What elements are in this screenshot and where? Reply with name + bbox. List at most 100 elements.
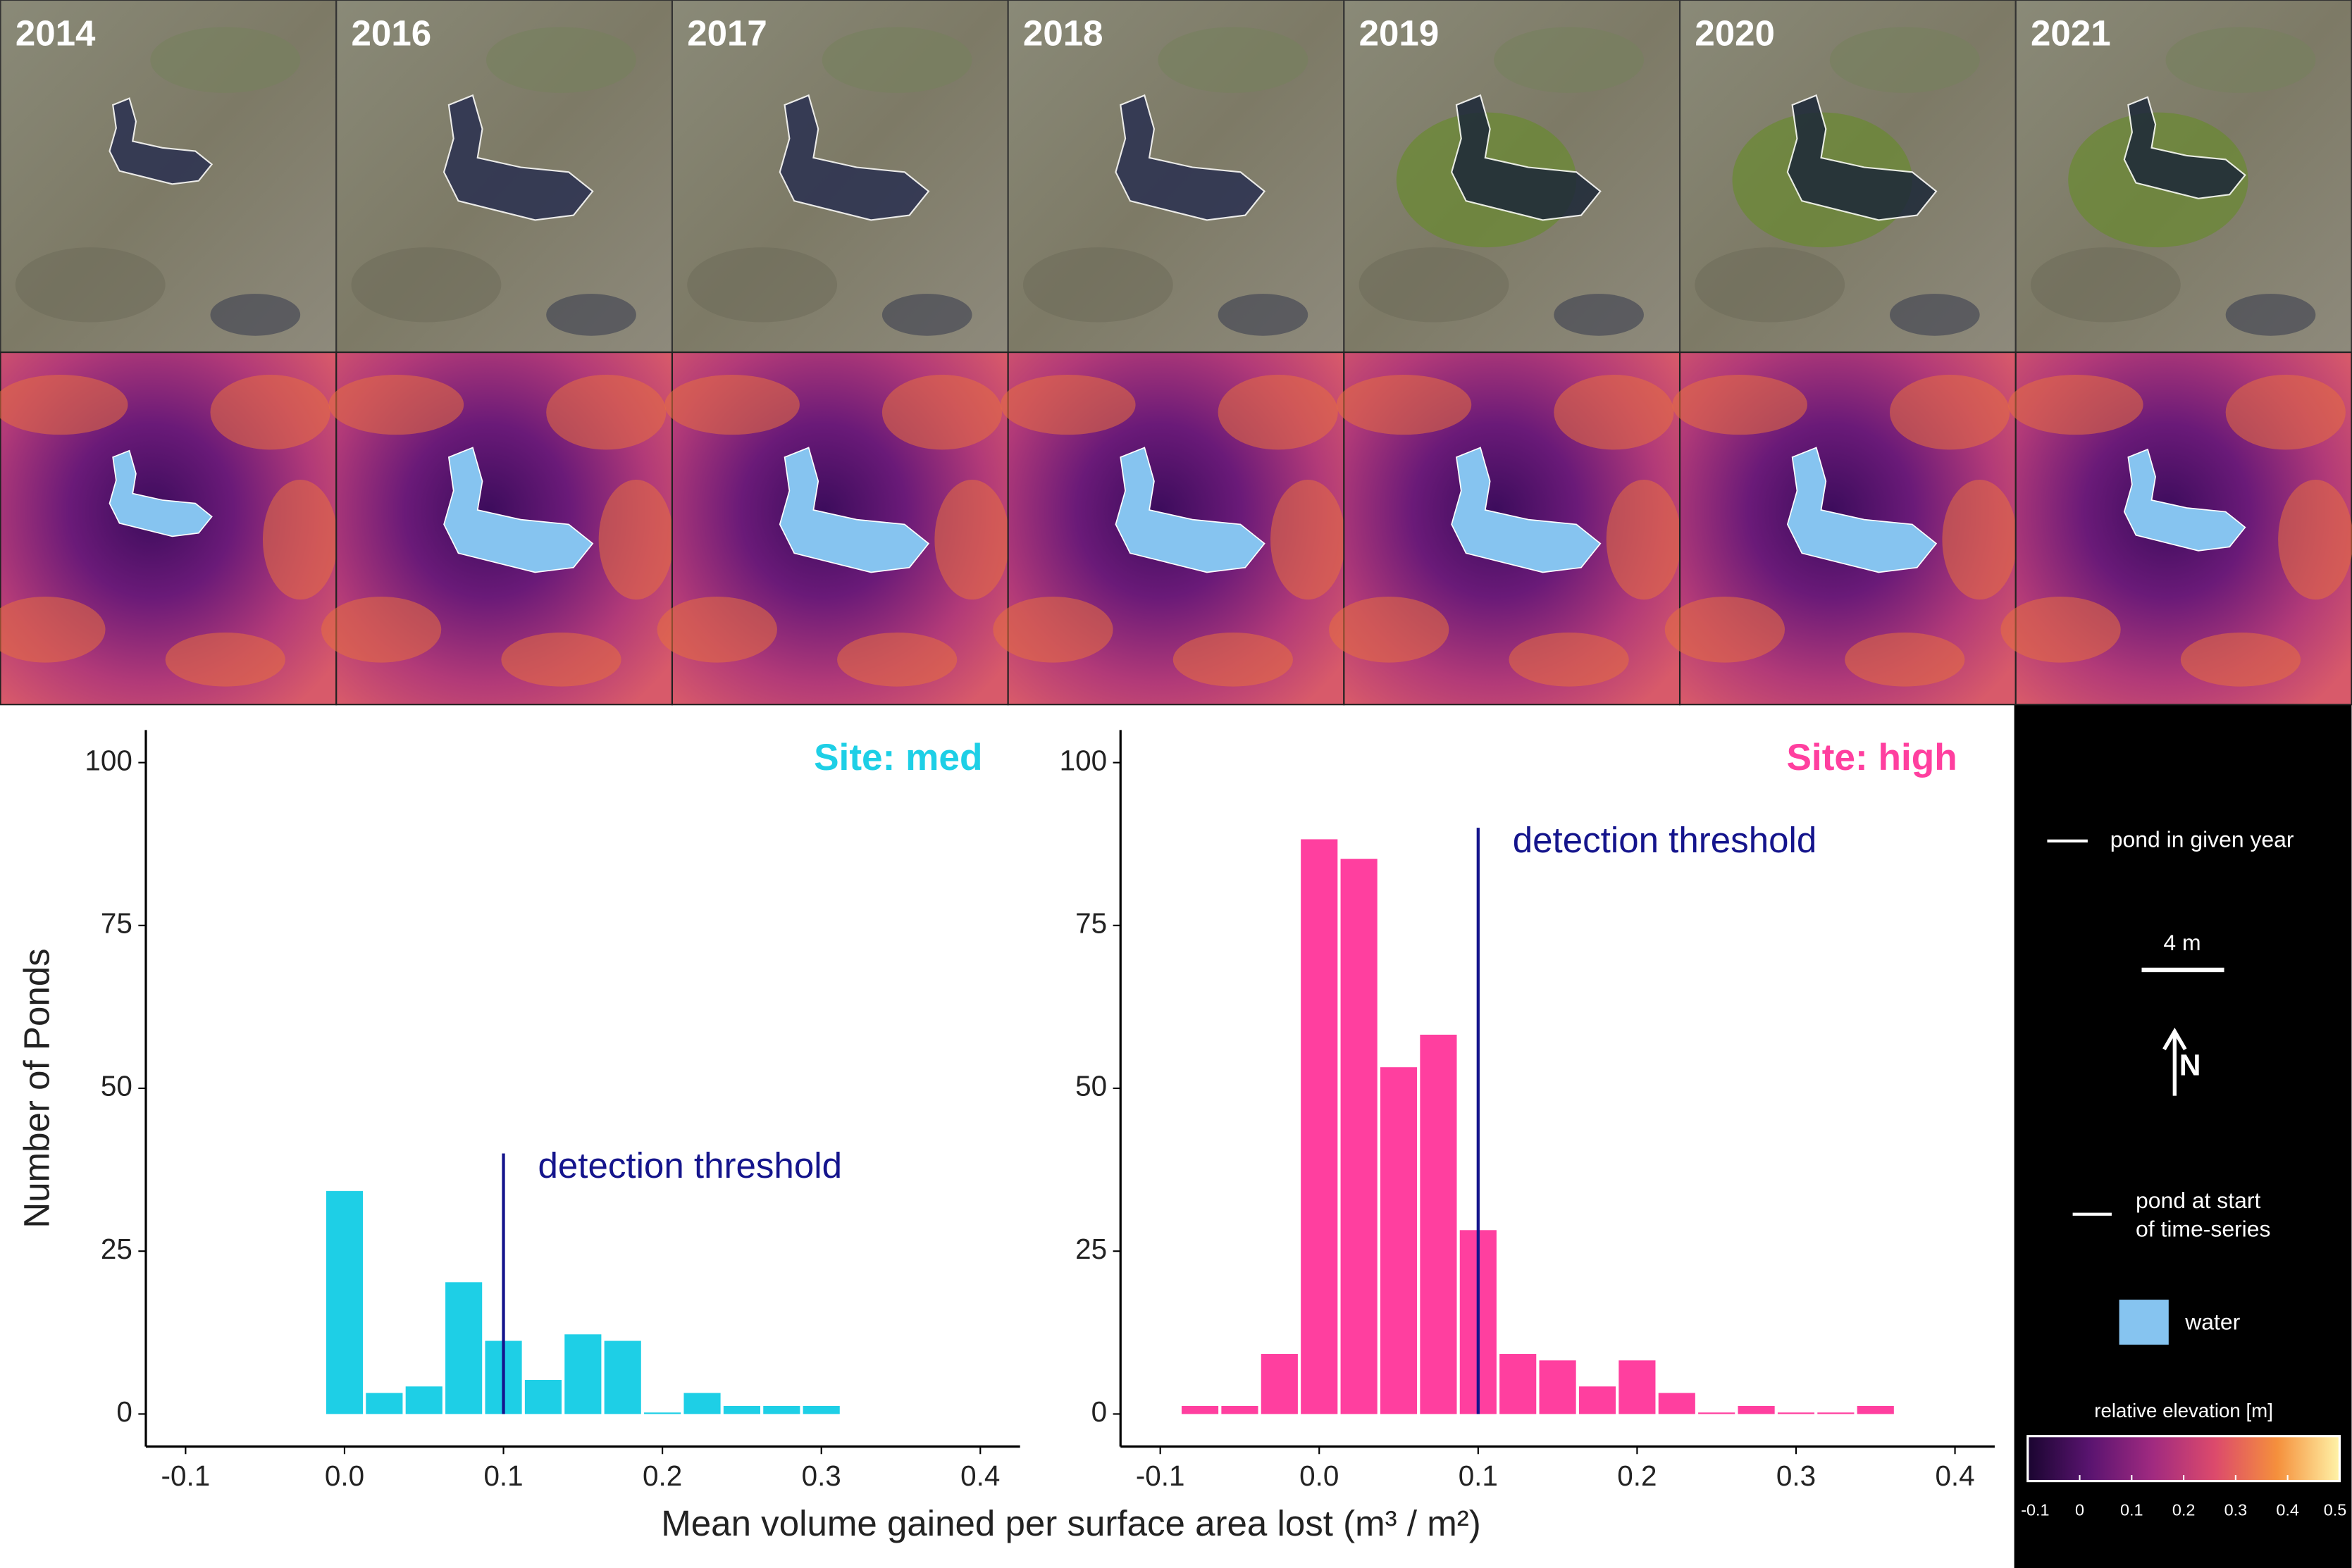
bar — [1380, 1067, 1418, 1414]
bar — [1340, 859, 1378, 1414]
x-tick-label: 0.4 — [960, 1460, 1000, 1492]
y-tick-label: 50 — [101, 1070, 132, 1102]
x-tick-label: 0.0 — [1299, 1460, 1339, 1492]
colorbar-title: relative elevation [m] — [2094, 1400, 2273, 1421]
elevation-high — [2225, 375, 2346, 450]
bar — [1658, 1393, 1695, 1414]
legend-panel — [2014, 704, 2352, 1568]
photo-patch — [1889, 294, 1980, 336]
y-tick-label: 100 — [1060, 744, 1107, 776]
pond-outline — [1786, 94, 1938, 221]
bar — [1857, 1406, 1894, 1414]
photo-patch — [15, 247, 166, 323]
elevation-high — [1509, 633, 1629, 687]
year-label: 2016 — [352, 13, 432, 54]
photo-patch — [1022, 247, 1173, 323]
elevation-high — [1606, 479, 1682, 600]
photo-patch — [486, 27, 636, 93]
x-tick-label: -0.1 — [1136, 1460, 1185, 1492]
photo-patch — [822, 27, 972, 93]
elevation-high — [993, 596, 1113, 663]
water — [443, 447, 594, 573]
elevation-high — [837, 633, 958, 687]
bar — [1221, 1406, 1258, 1414]
legend-label: of time-series — [2136, 1217, 2270, 1242]
legend-label: pond in given year — [2110, 826, 2294, 852]
x-tick-label: 0.3 — [1776, 1460, 1816, 1492]
north-label: N — [2179, 1048, 2201, 1082]
y-tick-label: 0 — [116, 1395, 132, 1428]
bar — [1698, 1412, 1735, 1414]
bar — [445, 1282, 483, 1414]
photo-patch — [2031, 247, 2181, 323]
elevation-high — [1664, 596, 1785, 663]
y-tick-label: 100 — [85, 744, 132, 776]
photo-patch — [881, 294, 972, 336]
bar — [405, 1386, 442, 1414]
elevation-high — [262, 479, 338, 600]
elevation-high — [321, 596, 442, 663]
water — [1451, 447, 1602, 573]
water — [109, 449, 213, 537]
photo-patch — [150, 27, 301, 93]
photo-patch — [351, 247, 502, 323]
elevation-high — [328, 375, 464, 435]
year-label: 2017 — [687, 13, 767, 54]
elevation-high — [2008, 375, 2143, 435]
elevation-high — [165, 633, 285, 687]
site-label: Site: med — [814, 737, 982, 778]
water — [1786, 447, 1938, 573]
pond-outline — [109, 97, 213, 185]
photo-patch — [2225, 294, 2316, 336]
elevation-high — [657, 596, 777, 663]
elevation-high — [2180, 633, 2301, 687]
bar — [1301, 839, 1338, 1414]
bar — [1777, 1412, 1815, 1414]
bar — [763, 1406, 800, 1414]
photo-patch — [1829, 27, 1980, 93]
year-label: 2021 — [2031, 13, 2111, 54]
legend-label: water — [2184, 1309, 2240, 1335]
pond-outline — [442, 94, 594, 221]
x-tick-label: 0.2 — [643, 1460, 682, 1492]
x-tick-label: 0.3 — [802, 1460, 841, 1492]
elevation-high — [1270, 479, 1346, 600]
elevation-high — [2000, 596, 2121, 663]
water — [1115, 447, 1265, 573]
y-tick-label: 50 — [1075, 1070, 1107, 1102]
elevation-high — [1845, 633, 1965, 687]
colorbar-tick-label: -0.1 — [2021, 1500, 2049, 1519]
x-tick-label: 0.1 — [1459, 1460, 1498, 1492]
x-axis-label: Mean volume gained per surface area lost… — [661, 1503, 1481, 1543]
photo-patch — [1554, 294, 1644, 336]
pond-outline — [779, 94, 930, 221]
bar — [1738, 1406, 1775, 1414]
x-tick-label: 0.1 — [483, 1460, 523, 1492]
y-tick-label: 25 — [1075, 1233, 1107, 1265]
elevation-high — [546, 375, 667, 450]
elevation-high — [1172, 633, 1293, 687]
photo-patch — [2165, 27, 2316, 93]
colorbar-tick-label: 0 — [2075, 1500, 2084, 1519]
colorbar-tick-label: 0.2 — [2172, 1500, 2196, 1519]
threshold-label: detection threshold — [538, 1145, 841, 1186]
bar — [326, 1190, 364, 1414]
bar — [644, 1412, 681, 1414]
pond-outline — [1451, 94, 1602, 221]
legend-label: pond at start — [2136, 1188, 2261, 1213]
y-axis-label: Number of Ponds — [16, 948, 56, 1228]
elevation-high — [0, 597, 106, 663]
y-tick-label: 25 — [101, 1233, 132, 1265]
x-tick-label: 0.4 — [1935, 1460, 1974, 1492]
elevation-high — [210, 375, 330, 450]
photo-patch — [546, 294, 636, 336]
water — [779, 447, 930, 573]
elevation-high — [1329, 596, 1449, 663]
pond-outline — [1115, 94, 1266, 221]
y-tick-label: 75 — [101, 907, 132, 940]
photo-patch — [1158, 27, 1308, 93]
elevation-high — [1218, 375, 1338, 450]
bar — [524, 1380, 562, 1414]
y-tick-label: 0 — [1091, 1395, 1107, 1428]
